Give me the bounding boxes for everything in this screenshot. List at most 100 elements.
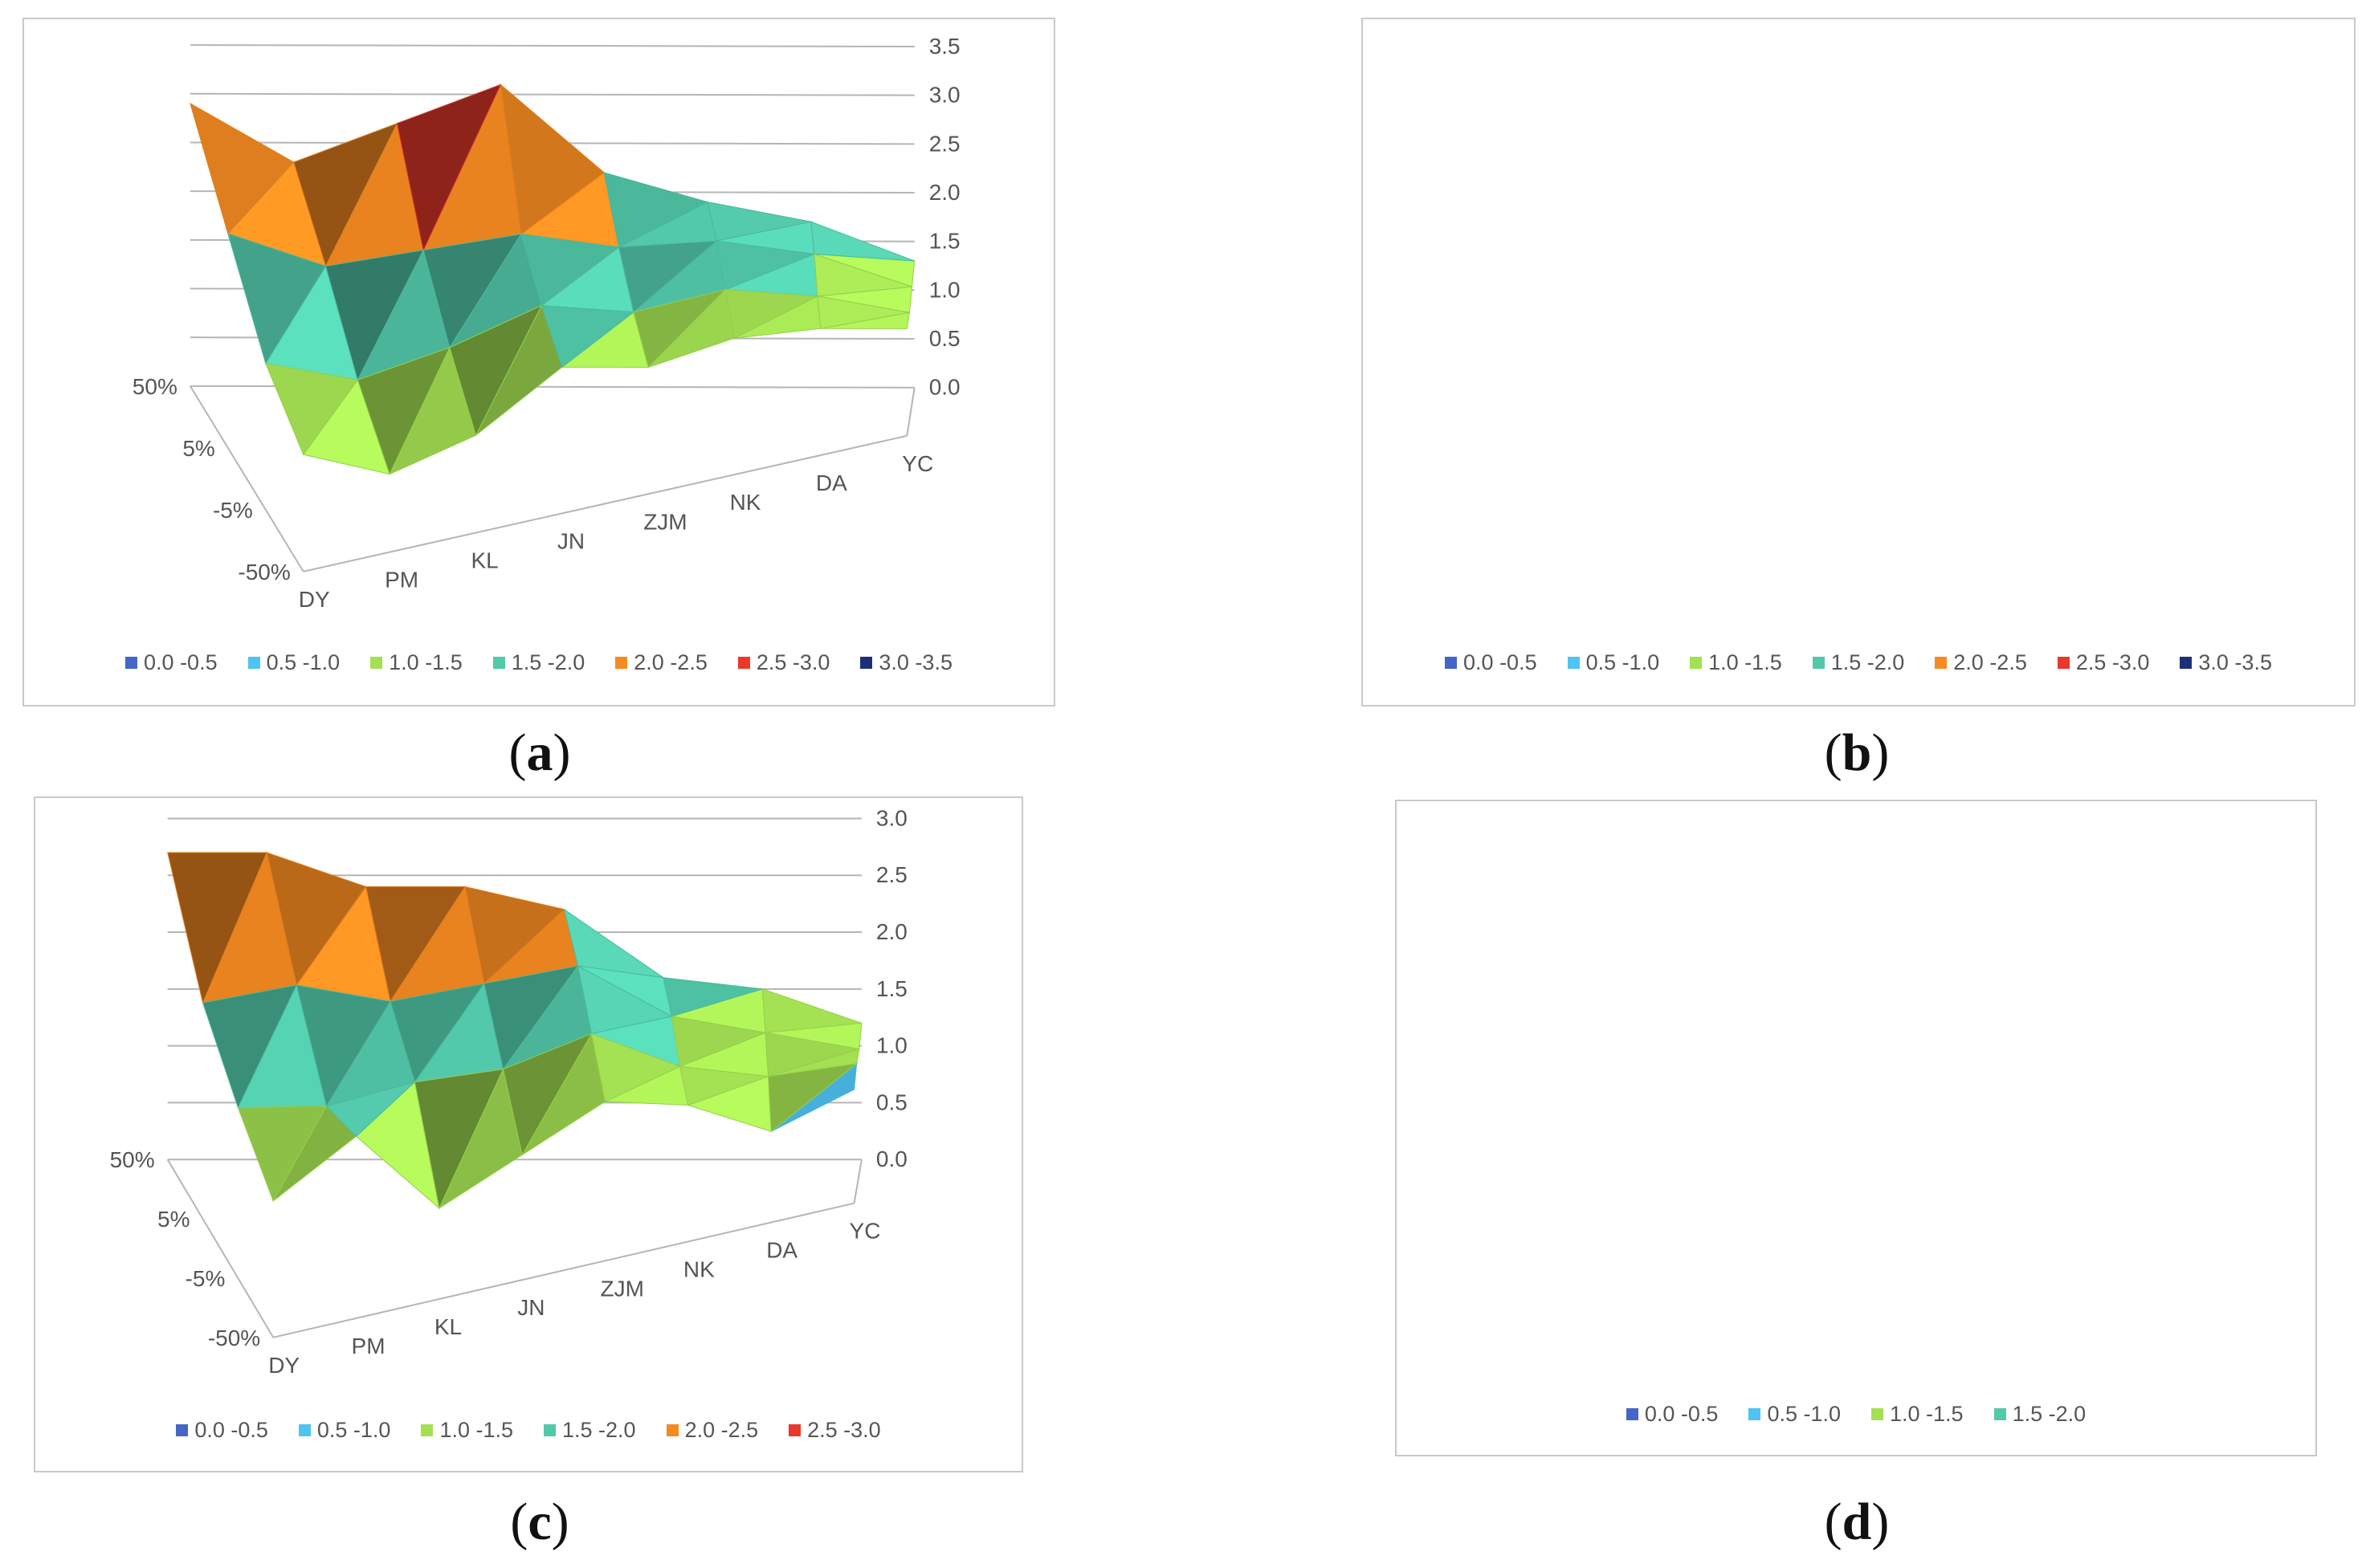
surface-chart-a: 0.0 0.5 1.0 1.5 2.0 2.5 3.0 3.5 DY PM KL JN ZJM NK DA Y…	[133, 34, 961, 612]
legend-entry: 0.5 -1.0	[1567, 650, 1660, 675]
legend-label: 0.5 -1.0	[1585, 650, 1660, 674]
surface-facet	[563, 908, 664, 979]
surface-facet	[603, 172, 709, 248]
z-tick-label: 0.0	[929, 375, 961, 400]
legend-label: 0.0 -0.5	[1463, 650, 1537, 674]
legend-label: 0.5 -1.0	[266, 650, 341, 674]
z-tick-label: 1.5	[929, 229, 961, 254]
surface-facet	[671, 1016, 767, 1067]
legend-swatch	[176, 1424, 189, 1436]
legend-entry: 2.0 -2.5	[1935, 650, 2027, 675]
surface-facet	[357, 347, 451, 475]
legend-entry: 3.0 -3.5	[2180, 650, 2272, 675]
legend-swatch	[125, 657, 138, 669]
surface-facet	[422, 233, 522, 349]
legend-entry: 0.0 -0.5	[125, 650, 218, 675]
surface-facet	[414, 1069, 504, 1210]
legend-swatch	[1626, 1408, 1638, 1420]
legend-swatch	[860, 657, 873, 669]
legend-label: 2.0 -2.5	[1953, 650, 2027, 674]
legend-entry: 1.5 -2.0	[492, 650, 585, 675]
legend-label: 0.5 -1.0	[1767, 1402, 1841, 1426]
surface-facet	[237, 1106, 328, 1203]
surface-facet	[590, 1032, 681, 1102]
legend-swatch	[666, 1424, 679, 1436]
legend-label: 1.0 -1.5	[1890, 1402, 1964, 1426]
legend-label: 1.5 -2.0	[562, 1418, 636, 1442]
legend-swatch	[1812, 657, 1825, 669]
surface-facet	[464, 886, 565, 985]
legend-d: 0.0 -0.5 0.5 -1.0 1.0 -1.5 1.5 -2.0	[1397, 1402, 2315, 1427]
surface-facet	[202, 984, 298, 1109]
legend-entry: 2.5 -3.0	[737, 650, 830, 675]
legend-swatch	[2180, 657, 2193, 669]
legend-entry: 1.0 -1.5	[421, 1418, 513, 1443]
series-label: 50%	[110, 1147, 155, 1172]
series-label: -5%	[213, 498, 253, 523]
surface-facet	[765, 1032, 859, 1077]
category-label: DA	[766, 1238, 798, 1263]
category-axis	[272, 1202, 855, 1338]
z-tick-label: 0.5	[876, 1089, 908, 1114]
surface-facet	[390, 983, 485, 1083]
legend-swatch	[492, 657, 505, 669]
category-label: KL	[471, 548, 498, 573]
surface-facet	[679, 1065, 769, 1106]
series-label: -5%	[186, 1266, 226, 1291]
legend-swatch	[1871, 1408, 1883, 1420]
legend-swatch	[1748, 1408, 1761, 1420]
category-label: DY	[268, 1353, 300, 1378]
category-label: KL	[434, 1314, 462, 1339]
surface-chart-d: 0.00.51.01.52.0DYPMKLJNZJMNKDAYC-50%-5%5…	[1397, 801, 2319, 1458]
z-tick-label: 3.0	[876, 805, 908, 830]
z-tick-label: 2.5	[876, 862, 908, 887]
surface-facet	[324, 249, 425, 381]
category-label: PM	[352, 1334, 385, 1358]
z-tick-label: 1.0	[876, 1033, 908, 1058]
legend-label: 1.5 -2.0	[511, 650, 585, 674]
surface-facet	[190, 102, 295, 234]
legend-label: 2.0 -2.5	[684, 1418, 759, 1442]
series-label: -50%	[208, 1326, 260, 1350]
category-label: ZJM	[601, 1276, 644, 1301]
legend-entry: 1.5 -2.0	[1812, 650, 1904, 675]
surface-facet	[293, 122, 398, 267]
category-label: ZJM	[643, 509, 687, 534]
legend-label: 2.5 -3.0	[2075, 650, 2150, 674]
z-gridline	[190, 44, 915, 47]
category-label: PM	[385, 568, 418, 593]
surface-facet	[817, 295, 910, 329]
legend-entry: 0.5 -1.0	[1748, 1402, 1841, 1427]
legend-swatch	[544, 1424, 556, 1436]
caption-b: (b)	[1824, 723, 1890, 782]
chart-panel-a: 0.0 0.5 1.0 1.5 2.0 2.5 3.0 3.5 DY PM KL JN ZJM NK DA Y…	[22, 18, 1055, 707]
chart-panel-b: 0.00.51.01.52.02.53.03.5DYPMKLJNZJMNKDAY…	[1361, 18, 2356, 707]
legend-label: 2.5 -3.0	[807, 1418, 881, 1442]
category-label: JN	[517, 1295, 545, 1320]
surface-facet	[618, 240, 718, 313]
legend-label: 1.0 -1.5	[439, 1418, 513, 1442]
surface-facet	[707, 201, 811, 242]
caption-d: (d)	[1824, 1493, 1890, 1551]
series-axis	[189, 385, 304, 572]
legend-swatch	[1567, 657, 1580, 669]
surface-chart-c: 0.0 0.5 1.0 1.5 2.0 2.5 3.0 DY PM KL JN ZJM NK DA YC -5…	[110, 805, 908, 1378]
legend-entry: 0.0 -0.5	[1626, 1402, 1718, 1427]
chart-panel-d: 0.00.51.01.52.0DYPMKLJNZJMNKDAYC-50%-5%5…	[1395, 800, 2317, 1456]
legend-label: 2.5 -3.0	[756, 650, 830, 674]
legend-entry: 2.0 -2.5	[615, 650, 708, 675]
legend-swatch	[298, 1424, 311, 1436]
surface-facet	[483, 965, 579, 1070]
legend-b: 0.0 -0.5 0.5 -1.0 1.0 -1.5 1.5 -2.0 2.0 -2.5…	[1363, 650, 2354, 675]
legend-label: 0.5 -1.0	[316, 1418, 391, 1442]
surface-facet	[227, 233, 327, 365]
surface-facet	[633, 288, 727, 369]
surface-facet	[768, 1063, 859, 1133]
surface-facet	[264, 363, 359, 456]
caption-c: (c)	[510, 1493, 569, 1551]
surface-chart-b: 0.00.51.01.52.02.53.03.5DYPMKLJNZJMNKDAY…	[1363, 19, 2357, 708]
surface-facet	[449, 304, 543, 437]
category-label: NK	[683, 1256, 715, 1281]
surface-facet	[396, 83, 502, 252]
z-tick-label: 2.0	[876, 919, 908, 944]
